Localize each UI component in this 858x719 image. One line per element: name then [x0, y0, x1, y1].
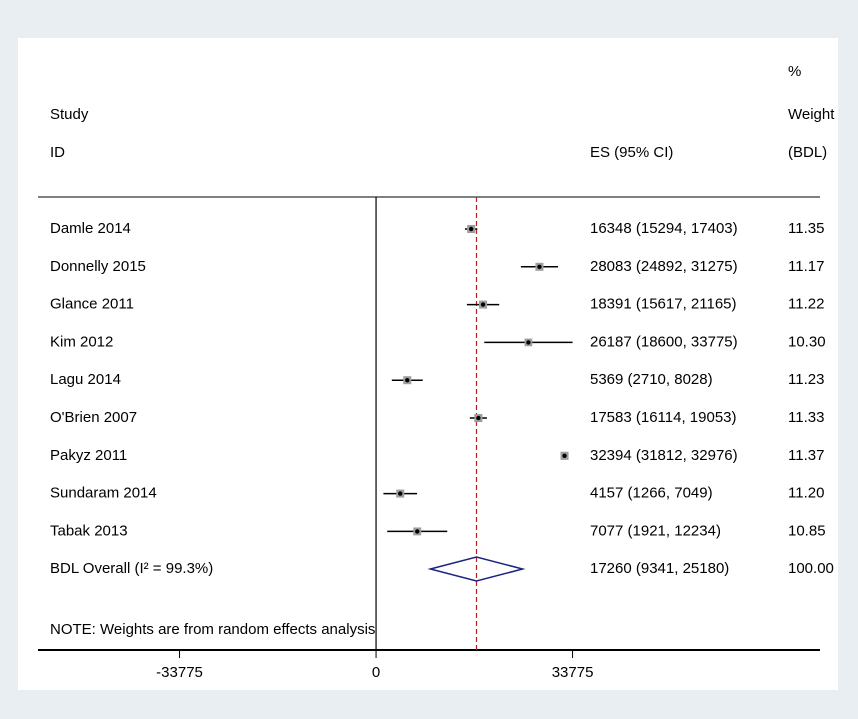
study-label: Tabak 2013: [50, 522, 128, 539]
study-label: O'Brien 2007: [50, 409, 137, 426]
point-estimate: [398, 491, 403, 496]
header-weight-unit: (BDL): [788, 144, 827, 161]
es-label: 7077 (1921, 12234): [590, 522, 721, 539]
study-label: Pakyz 2011: [50, 447, 127, 464]
header-id: ID: [50, 144, 65, 161]
study-label: Donnelly 2015: [50, 258, 146, 275]
header-weight: Weight: [788, 106, 835, 123]
point-estimate: [537, 264, 542, 269]
note: NOTE: Weights are from random effects an…: [50, 621, 375, 638]
study-label: Glance 2011: [50, 296, 134, 313]
x-tick-label: -33775: [156, 664, 203, 681]
plot-panel: [18, 38, 838, 690]
point-estimate: [476, 415, 481, 421]
study-label: Damle 2014: [50, 220, 131, 237]
weight-label: 10.85: [788, 522, 826, 539]
weight-label: 11.22: [788, 296, 824, 313]
weight-label: 11.35: [788, 220, 824, 237]
point-estimate: [562, 453, 567, 458]
es-label: 4157 (1266, 7049): [590, 485, 713, 502]
es-label: 17583 (16114, 19053): [590, 409, 737, 426]
weight-label: 11.17: [788, 258, 824, 275]
study-label: Kim 2012: [50, 333, 113, 350]
point-estimate: [415, 529, 420, 534]
weight-label: 10.30: [788, 333, 826, 350]
point-estimate: [526, 340, 531, 345]
weight-label: 11.20: [788, 485, 824, 502]
weight-label: 11.33: [788, 409, 824, 426]
weight-label: 11.23: [788, 371, 824, 388]
x-tick-label: 33775: [552, 664, 594, 681]
point-estimate: [468, 226, 474, 232]
study-label: Lagu 2014: [50, 371, 121, 388]
es-label: 28083 (24892, 31275): [590, 258, 738, 275]
es-label: 26187 (18600, 33775): [590, 333, 738, 350]
es-label: 5369 (2710, 8028): [590, 371, 713, 388]
overall-label: BDL Overall (I² = 99.3%): [50, 560, 213, 577]
weight-label: 11.37: [788, 447, 824, 464]
header-study: Study: [50, 106, 89, 123]
overall-es-label: 17260 (9341, 25180): [590, 560, 729, 577]
header-weight-pct: %: [788, 63, 801, 80]
overall-diamond: [427, 556, 526, 582]
header-es: ES (95% CI): [590, 144, 673, 161]
overall-weight-label: 100.00: [788, 560, 834, 577]
es-label: 16348 (15294, 17403): [590, 220, 738, 237]
es-label: 18391 (15617, 21165): [590, 296, 737, 313]
point-estimate: [405, 378, 410, 383]
x-tick-label: 0: [372, 664, 380, 681]
study-label: Sundaram 2014: [50, 485, 157, 502]
es-label: 32394 (31812, 32976): [590, 447, 738, 464]
point-estimate: [480, 302, 486, 307]
